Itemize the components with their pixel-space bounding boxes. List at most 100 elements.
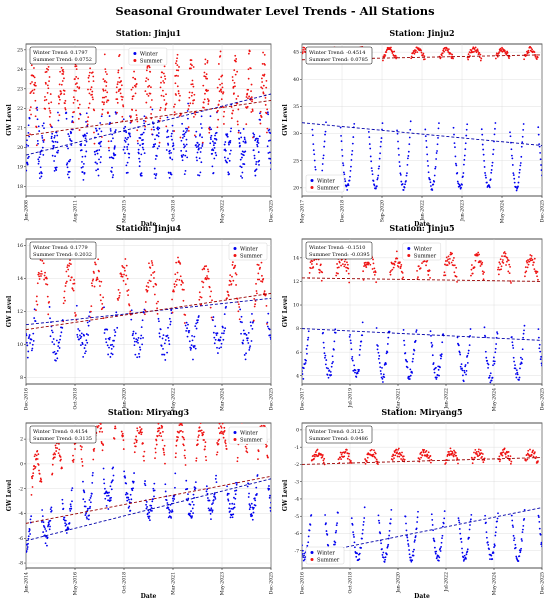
winter-point bbox=[466, 362, 469, 364]
summer-point bbox=[221, 432, 223, 435]
summer-point bbox=[163, 99, 166, 101]
winter-point bbox=[230, 513, 233, 516]
summer-point bbox=[143, 459, 145, 462]
summer-point bbox=[91, 279, 94, 282]
winter-point bbox=[171, 509, 174, 512]
winter-point bbox=[249, 504, 251, 507]
summer-point bbox=[179, 275, 182, 278]
summer-point bbox=[219, 50, 222, 53]
summer-point bbox=[526, 261, 529, 264]
summer-point bbox=[482, 273, 485, 275]
summer-point bbox=[68, 264, 71, 267]
summer-point bbox=[335, 274, 338, 277]
summer-trend-text: Summer Trend: 0.2032 bbox=[33, 252, 92, 258]
summer-point bbox=[176, 271, 179, 274]
summer-point bbox=[524, 458, 527, 461]
winter-point bbox=[224, 159, 227, 162]
summer-point bbox=[191, 64, 193, 67]
winter-point bbox=[302, 373, 304, 375]
winter-point bbox=[140, 334, 143, 337]
summer-point bbox=[174, 62, 177, 65]
summer-point bbox=[401, 459, 404, 462]
winter-point bbox=[122, 118, 125, 121]
winter-point bbox=[389, 522, 392, 525]
summer-point bbox=[107, 146, 110, 149]
winter-point bbox=[215, 154, 218, 157]
winter-point bbox=[307, 541, 310, 544]
winter-point bbox=[191, 334, 193, 337]
summer-point bbox=[218, 99, 221, 102]
winter-point bbox=[237, 129, 240, 132]
summer-point bbox=[347, 455, 350, 458]
summer-point bbox=[234, 272, 237, 275]
summer-point bbox=[341, 263, 344, 266]
tick-label-x: Dec-2017 bbox=[300, 388, 306, 410]
summer-point bbox=[31, 474, 34, 477]
tick-label-x: Dec-2016 bbox=[300, 572, 306, 594]
summer-point bbox=[266, 108, 269, 111]
summer-point bbox=[59, 90, 62, 93]
summer-point bbox=[221, 420, 223, 422]
winter-point bbox=[110, 347, 113, 350]
summer-point bbox=[475, 51, 478, 54]
summer-point bbox=[202, 433, 204, 436]
summer-point bbox=[477, 448, 480, 451]
summer-point bbox=[244, 445, 247, 448]
winter-point bbox=[196, 142, 199, 144]
winter-point bbox=[197, 174, 199, 176]
summer-point bbox=[246, 105, 249, 108]
summer-point bbox=[528, 260, 531, 263]
winter-point bbox=[212, 319, 214, 322]
winter-point bbox=[257, 142, 260, 144]
summer-point bbox=[122, 105, 125, 108]
summer-point bbox=[336, 263, 338, 265]
summer-point bbox=[473, 266, 476, 269]
summer-point bbox=[155, 443, 158, 446]
summer-point bbox=[203, 265, 206, 268]
winter-point bbox=[33, 317, 36, 319]
winter-point bbox=[167, 507, 170, 509]
winter-point bbox=[71, 500, 73, 503]
summer-point bbox=[72, 121, 75, 124]
winter-point bbox=[240, 152, 243, 155]
winter-point bbox=[245, 352, 247, 355]
winter-point bbox=[212, 171, 215, 174]
winter-point bbox=[521, 141, 524, 144]
summer-point bbox=[48, 300, 51, 303]
winter-point bbox=[133, 344, 136, 347]
winter-point bbox=[27, 124, 30, 127]
winter-point bbox=[520, 538, 523, 540]
summer-point bbox=[217, 427, 220, 430]
winter-point bbox=[140, 174, 143, 177]
winter-point bbox=[258, 159, 261, 162]
summer-point bbox=[254, 303, 257, 306]
summer-point bbox=[258, 278, 261, 281]
summer-point bbox=[527, 51, 530, 54]
summer-point bbox=[87, 88, 89, 91]
winter-point bbox=[309, 523, 312, 526]
winter-point bbox=[226, 485, 228, 488]
winter-point bbox=[64, 522, 67, 525]
winter-point bbox=[136, 356, 139, 359]
winter-point bbox=[268, 328, 271, 331]
summer-point bbox=[317, 454, 320, 456]
legend-label-winter: Winter bbox=[140, 51, 158, 57]
winter-point bbox=[456, 180, 459, 183]
winter-point bbox=[437, 555, 440, 557]
summer-point bbox=[417, 47, 420, 50]
summer-point bbox=[47, 102, 50, 105]
winter-point bbox=[187, 497, 190, 500]
tick-label-x: Jan-2020 bbox=[122, 388, 128, 410]
summer-point bbox=[46, 92, 49, 94]
summer-point bbox=[262, 418, 264, 420]
summer-point bbox=[182, 288, 185, 291]
panel-title: Station: Jinju1 bbox=[116, 28, 181, 38]
summer-point bbox=[45, 277, 48, 280]
summer-point bbox=[364, 458, 367, 460]
summer-point bbox=[250, 96, 253, 99]
winter-point bbox=[344, 180, 347, 183]
summer-point bbox=[446, 259, 449, 262]
summer-point bbox=[178, 66, 180, 68]
winter-point bbox=[213, 157, 216, 160]
winter-point bbox=[360, 547, 363, 549]
